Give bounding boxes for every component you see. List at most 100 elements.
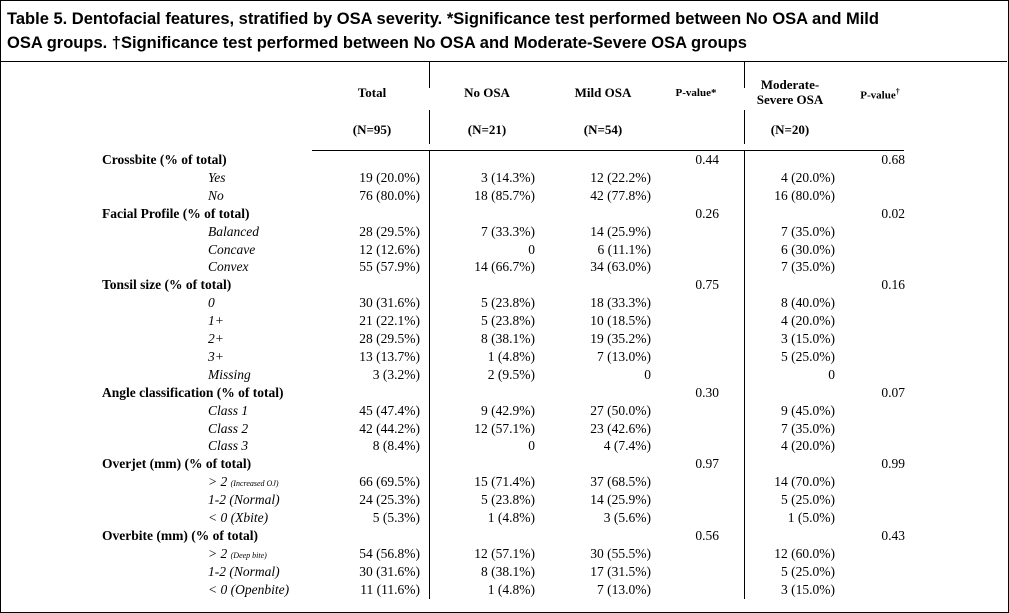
total-cell: 24 (25.3%): [359, 492, 420, 508]
mild-osa-cell: 12 (22.2%): [590, 169, 651, 185]
no-osa-cell: 5 (23.8%): [481, 492, 535, 508]
row-label-text: > 2: [208, 545, 228, 561]
moderate-severe-cell: 0: [828, 366, 835, 382]
no-osa-cell: 8 (38.1%): [481, 563, 535, 579]
table-row: Class 3 8 (8.4%) 0 4 (7.4%) 4 (20.0%): [0, 437, 1007, 455]
row-label-text: Class 1: [208, 402, 249, 418]
row-label-text: Balanced: [208, 223, 259, 239]
no-osa-cell: 3 (14.3%): [481, 169, 535, 185]
no-osa-cell: 5 (23.8%): [481, 313, 535, 329]
header-no-osa-n: (N=21): [467, 122, 507, 137]
no-osa-cell: 8 (38.1%): [481, 331, 535, 346]
p-value-cell: 0.26: [695, 205, 719, 221]
row-label: Class 2: [208, 420, 248, 438]
mild-osa-cell: 14 (25.9%): [590, 223, 651, 239]
p-value-cell: 0.75: [695, 277, 719, 293]
table-row: > 2 (Deep bite) 54 (56.8%) 12 (57.1%) 30 (5…: [0, 545, 1007, 563]
table-group-row: Tonsil size (% of total) 0.75 0.16: [0, 276, 1007, 294]
mild-osa-cell: 0: [644, 366, 651, 382]
total-cell: 54 (56.8%): [359, 545, 420, 561]
table-group-row: Facial Profile (% of total) 0.26 0.02: [0, 205, 1007, 223]
moderate-severe-cell: 4 (20.0%): [781, 169, 835, 185]
moderate-severe-cell: 4 (20.0%): [781, 438, 835, 454]
moderate-severe-cell: 12 (60.0%): [774, 545, 835, 561]
header-no-osa: No OSA: [464, 85, 510, 100]
table-row: 3+ 13 (13.7%) 1 (4.8%) 7 (13.0%) 5 (25.0%): [0, 348, 1007, 366]
table-row: No 76 (80.0%) 18 (85.7%) 42 (77.8%) 16 (80.0…: [0, 187, 1007, 205]
total-cell: 42 (44.2%): [359, 420, 420, 436]
row-label-text: < 0 (Openbite): [208, 581, 290, 597]
divider-1-top: [429, 62, 430, 88]
table-row: Concave 12 (12.6%) 0 6 (11.1%) 6 (30.0%): [0, 241, 1007, 259]
mild-osa-cell: 34 (63.0%): [590, 259, 651, 275]
divider-1-bottom: [429, 110, 430, 144]
table-row: Convex 55 (57.9%) 14 (66.7%) 34 (63.0%) 7 (3…: [0, 258, 1007, 276]
moderate-severe-cell: 4 (20.0%): [781, 313, 835, 329]
group-label: Facial Profile (% of total): [102, 205, 250, 221]
row-label-text: Convex: [208, 259, 249, 275]
mild-osa-cell: 23 (42.6%): [590, 420, 651, 436]
no-osa-cell: 14 (66.7%): [474, 259, 535, 275]
total-cell: 76 (80.0%): [359, 187, 420, 203]
p-value-cell: 0.56: [695, 527, 719, 543]
row-label: > 2 (Deep bite): [208, 545, 267, 565]
mild-osa-cell: 17 (31.5%): [590, 563, 651, 579]
header-moderate-line-2: Severe OSA: [756, 92, 824, 107]
total-cell: 28 (29.5%): [359, 223, 420, 239]
row-label-text: Class 2: [208, 420, 249, 436]
total-cell: 12 (12.6%): [359, 241, 420, 257]
mild-osa-cell: 10 (18.5%): [590, 313, 651, 329]
total-cell: 28 (29.5%): [359, 331, 420, 346]
moderate-severe-cell: 6 (30.0%): [781, 241, 835, 257]
row-label-text: 3+: [208, 348, 224, 364]
row-label: 1-2 (Normal): [208, 563, 280, 581]
total-cell: 21 (22.1%): [359, 313, 420, 329]
total-cell: 8 (8.4%): [372, 438, 420, 454]
group-label: Tonsil size (% of total): [102, 277, 232, 293]
table-group-row: Overjet (mm) (% of total) 0.97 0.99: [0, 455, 1007, 473]
total-cell: 66 (69.5%): [359, 474, 420, 490]
caption-line-1: Table 5. Dentofacial features, stratifie…: [7, 10, 879, 28]
no-osa-cell: 1 (4.8%): [487, 581, 535, 597]
moderate-severe-cell: 7 (35.0%): [781, 223, 835, 239]
no-osa-cell: 15 (71.4%): [474, 474, 535, 490]
total-cell: 45 (47.4%): [359, 402, 420, 418]
moderate-severe-cell: 7 (35.0%): [781, 259, 835, 275]
row-label-text: Yes: [208, 169, 226, 185]
row-label-note: (Deep bite): [230, 550, 267, 560]
p-value-cell: 0.97: [695, 456, 719, 472]
table-row: Missing 3 (3.2%) 2 (9.5%) 0 0: [0, 366, 1007, 384]
table-row: < 0 (Xbite) 5 (5.3%) 1 (4.8%) 3 (5.6%) 1 (5.…: [0, 509, 1007, 527]
row-label: 1-2 (Normal): [208, 491, 280, 509]
mild-osa-cell: 7 (13.0%): [597, 348, 651, 364]
mild-osa-cell: 42 (77.8%): [590, 187, 651, 203]
header-moderate-line-1: Moderate-: [760, 77, 820, 92]
total-cell: 13 (13.7%): [359, 348, 420, 364]
table-row: 1+ 21 (22.1%) 5 (23.8%) 10 (18.5%) 4 (20.0%): [0, 312, 1007, 330]
moderate-severe-cell: 1 (5.0%): [787, 510, 835, 525]
total-cell: 19 (20.0%): [359, 169, 420, 185]
mild-osa-cell: 3 (5.6%): [603, 510, 651, 525]
group-label: Overjet (mm) (% of total): [102, 456, 252, 472]
mild-osa-cell: 19 (35.2%): [590, 331, 651, 346]
row-label-text: > 2: [208, 474, 228, 490]
divider-2-body: [744, 150, 745, 599]
table-row: > 2 (Increased OJ) 66 (69.5%) 15 (71.4%) 37…: [0, 473, 1007, 491]
moderate-severe-cell: 3 (15.0%): [781, 331, 835, 346]
row-label: Class 1: [208, 402, 248, 420]
row-label: < 0 (Openbite): [208, 581, 289, 599]
row-label-text: 0: [208, 295, 215, 311]
moderate-severe-cell: 5 (25.0%): [781, 492, 835, 508]
row-label-text: No: [208, 187, 224, 203]
header-total-n: (N=95): [352, 122, 392, 137]
p-value-dagger-cell: 0.99: [881, 456, 905, 472]
divider-2-bottom: [744, 110, 745, 144]
row-label: Concave: [208, 241, 255, 259]
row-label-text: < 0 (Xbite): [208, 510, 269, 525]
moderate-severe-cell: 5 (25.0%): [781, 348, 835, 364]
no-osa-cell: 12 (57.1%): [474, 420, 535, 436]
no-osa-cell: 0: [528, 438, 535, 454]
p-value-dagger-cell: 0.68: [881, 152, 905, 167]
p-value-dagger-cell: 0.02: [881, 205, 905, 221]
mild-osa-cell: 27 (50.0%): [590, 402, 651, 418]
